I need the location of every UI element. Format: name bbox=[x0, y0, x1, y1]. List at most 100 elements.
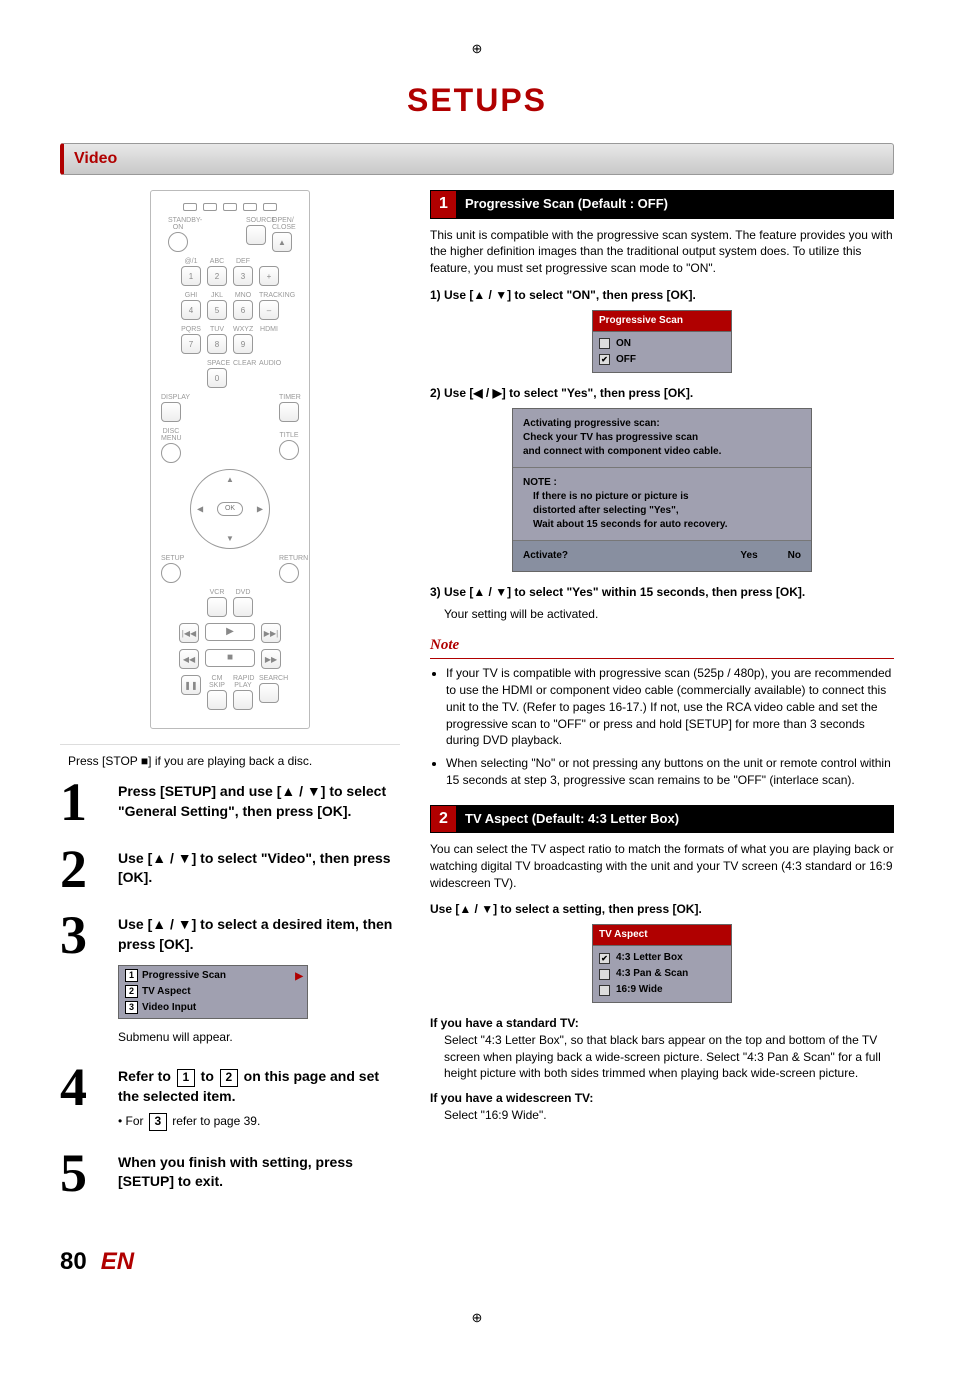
step-text: Use [▲ / ▼] to select a desired item, th… bbox=[118, 911, 400, 1045]
osd-progscan: Progressive Scan ONOFF bbox=[592, 310, 732, 373]
numkey-button: 5 bbox=[207, 300, 227, 320]
instr-1: 1) Use [▲ / ▼] to select "ON", then pres… bbox=[430, 287, 894, 304]
nav-left-icon: ◀ bbox=[197, 504, 203, 515]
step-1: 1 Press [SETUP] and use [▲ / ▼] to select… bbox=[60, 778, 400, 827]
rew-button: ◀◀ bbox=[179, 649, 199, 669]
heading-num-2: 2 bbox=[431, 806, 457, 832]
instr-3-sub: Your setting will be activated. bbox=[444, 606, 894, 623]
checkbox-icon bbox=[599, 969, 610, 980]
step-number: 2 bbox=[60, 845, 104, 894]
ff-button: ▶▶ bbox=[261, 649, 281, 669]
osd-label: 4:3 Pan & Scan bbox=[616, 967, 688, 981]
step-number: 1 bbox=[60, 778, 104, 827]
osd-row: 4:3 Pan & Scan bbox=[599, 966, 725, 982]
osd-row: 16:9 Wide bbox=[599, 982, 725, 998]
nav-down-icon: ▼ bbox=[226, 533, 234, 544]
step-text: Refer to 1 to 2 on this page and set the… bbox=[118, 1063, 400, 1130]
osd-label: 4:3 Letter Box bbox=[616, 951, 683, 965]
submenu-index: 1 bbox=[125, 969, 138, 982]
nav-right-icon: ▶ bbox=[257, 504, 263, 515]
osd-label: ON bbox=[616, 337, 631, 351]
registration-mark-bottom: ⊕ bbox=[60, 1309, 894, 1327]
eject-button: ▲ bbox=[272, 232, 292, 252]
right-column: 1 Progressive Scan (Default : OFF) This … bbox=[430, 190, 894, 1215]
step-text: Press [SETUP] and use [▲ / ▼] to select … bbox=[118, 778, 400, 821]
note-item: When selecting "No" or not pressing any … bbox=[446, 755, 894, 789]
numkey-button: – bbox=[259, 300, 279, 320]
submenu-label: Video Input bbox=[142, 1001, 196, 1015]
setup-button bbox=[161, 563, 181, 583]
step-4: 4Refer to 1 to 2 on this page and set th… bbox=[60, 1063, 400, 1130]
ref-box: 2 bbox=[220, 1069, 238, 1087]
dialog-no: No bbox=[788, 549, 801, 563]
step-2: 2Use [▲ / ▼] to select "Video", then pre… bbox=[60, 845, 400, 894]
registration-mark: ⊕ bbox=[60, 40, 894, 58]
rapidplay-button bbox=[233, 690, 253, 710]
checkbox-icon bbox=[599, 985, 610, 996]
step-5: 5When you finish with setting, press [SE… bbox=[60, 1149, 400, 1198]
std-tv-body: Select "4:3 Letter Box", so that black b… bbox=[444, 1032, 894, 1082]
left-column: STANDBY-ON SOURCE OPEN/ CLOSE▲ @/11ABC2D… bbox=[60, 190, 400, 1215]
std-tv-heading: If you have a standard TV: bbox=[430, 1015, 894, 1032]
discmenu-button bbox=[161, 443, 181, 463]
next-button: ▶▶| bbox=[261, 623, 281, 643]
osd-tvaspect: TV Aspect 4:3 Letter Box4:3 Pan & Scan16… bbox=[592, 924, 732, 1003]
dialog-yes: Yes bbox=[740, 549, 757, 563]
osd-label: 16:9 Wide bbox=[616, 983, 663, 997]
cmskip-button bbox=[207, 690, 227, 710]
step-number: 5 bbox=[60, 1149, 104, 1198]
checkbox-icon bbox=[599, 953, 610, 964]
submenu-row: 1 Progressive Scan bbox=[121, 968, 305, 984]
p-tvaspect: You can select the TV aspect ratio to ma… bbox=[430, 841, 894, 891]
remote-caption: Press [STOP ■] if you are playing back a… bbox=[60, 744, 400, 778]
step-subtext: Submenu will appear. bbox=[118, 1029, 400, 1046]
stop-button: ■ bbox=[205, 649, 255, 667]
page-title: SETUPS bbox=[60, 78, 894, 123]
step-number: 3 bbox=[60, 911, 104, 960]
submenu-label: TV Aspect bbox=[142, 985, 191, 999]
numkey-button: 3 bbox=[233, 266, 253, 286]
p-progscan: This unit is compatible with the progres… bbox=[430, 227, 894, 277]
heading-num-1: 1 bbox=[431, 191, 457, 217]
numkey-button: 6 bbox=[233, 300, 253, 320]
osd-row: 4:3 Letter Box bbox=[599, 950, 725, 966]
osd-row: OFF bbox=[599, 352, 725, 368]
numkey-button: 9 bbox=[233, 334, 253, 354]
pause-button: ❚❚ bbox=[181, 675, 201, 695]
heading-tv-aspect: 2 TV Aspect (Default: 4:3 Letter Box) bbox=[430, 805, 894, 833]
submenu-row: 2TV Aspect bbox=[121, 984, 305, 1000]
wide-tv-heading: If you have a widescreen TV: bbox=[430, 1090, 894, 1107]
submenu-label: Progressive Scan bbox=[142, 969, 226, 983]
remote-illustration: STANDBY-ON SOURCE OPEN/ CLOSE▲ @/11ABC2D… bbox=[150, 190, 310, 729]
numkey-button: 2 bbox=[207, 266, 227, 286]
step-3: 3 Use [▲ / ▼] to select a desired item, t… bbox=[60, 911, 400, 1045]
nav-up-icon: ▲ bbox=[226, 474, 234, 485]
numkey-button: 0 bbox=[207, 368, 227, 388]
numkey-button: 8 bbox=[207, 334, 227, 354]
numkey-button: + bbox=[259, 266, 279, 286]
heading-text-2: TV Aspect (Default: 4:3 Letter Box) bbox=[457, 806, 893, 832]
step-bullet: • For 3 refer to page 39. bbox=[118, 1113, 400, 1131]
checkbox-icon bbox=[599, 354, 610, 365]
title-button bbox=[279, 440, 299, 460]
page-footer: 80 EN bbox=[60, 1245, 894, 1279]
instr-4: Use [▲ / ▼] to select a setting, then pr… bbox=[430, 901, 894, 918]
dialog-activate: Activating progressive scan: Check your … bbox=[512, 408, 812, 572]
osd-label: OFF bbox=[616, 353, 636, 367]
heading-progressive-scan: 1 Progressive Scan (Default : OFF) bbox=[430, 190, 894, 218]
numkey-button: 4 bbox=[181, 300, 201, 320]
dialog-sec-2: NOTE : If there is no picture or picture… bbox=[513, 468, 811, 541]
note-list: If your TV is compatible with progressiv… bbox=[430, 665, 894, 789]
numkey-button: 1 bbox=[181, 266, 201, 286]
return-button bbox=[279, 563, 299, 583]
note-item: If your TV is compatible with progressiv… bbox=[446, 665, 894, 749]
dvd-button bbox=[233, 597, 253, 617]
instr-3: 3) Use [▲ / ▼] to select "Yes" within 15… bbox=[430, 584, 894, 601]
display-button bbox=[161, 402, 181, 422]
search-button bbox=[259, 683, 279, 703]
page-number: 80 bbox=[60, 1245, 87, 1279]
dialog-question-row: Activate? Yes No bbox=[513, 541, 811, 571]
note-heading: Note bbox=[430, 635, 894, 659]
instr-2: 2) Use [◀ / ▶] to select "Yes", then pre… bbox=[430, 385, 894, 402]
timer-button bbox=[279, 402, 299, 422]
